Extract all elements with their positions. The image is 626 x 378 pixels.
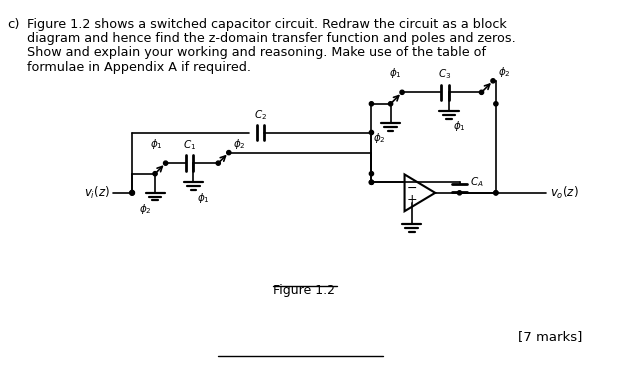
Circle shape	[369, 180, 374, 184]
Text: $C_3$: $C_3$	[438, 67, 452, 81]
Circle shape	[458, 191, 461, 195]
Text: $v_i(z)$: $v_i(z)$	[85, 185, 110, 201]
Circle shape	[216, 161, 220, 165]
Text: Figure 1.2: Figure 1.2	[274, 284, 336, 297]
Circle shape	[389, 102, 393, 106]
Circle shape	[480, 90, 484, 94]
Circle shape	[369, 130, 374, 135]
Circle shape	[369, 172, 374, 176]
Circle shape	[163, 161, 168, 165]
Text: $\phi_1$: $\phi_1$	[197, 191, 209, 205]
Circle shape	[153, 172, 157, 176]
Text: $\phi_2$: $\phi_2$	[139, 202, 152, 216]
Circle shape	[369, 180, 374, 184]
Circle shape	[491, 79, 495, 83]
Text: $\phi_1$: $\phi_1$	[389, 66, 402, 80]
Circle shape	[227, 150, 231, 155]
Text: $\phi_1$: $\phi_1$	[150, 137, 163, 151]
Circle shape	[494, 191, 498, 195]
Circle shape	[130, 191, 135, 195]
Text: $\phi_1$: $\phi_1$	[453, 119, 466, 133]
Text: $C_2$: $C_2$	[254, 108, 267, 122]
Text: $C_1$: $C_1$	[183, 138, 196, 152]
Text: [7 marks]: [7 marks]	[518, 330, 582, 343]
Text: c): c)	[8, 18, 20, 31]
Text: $C_A$: $C_A$	[470, 175, 484, 189]
Text: Figure 1.2 shows a switched capacitor circuit. Redraw the circuit as a block: Figure 1.2 shows a switched capacitor ci…	[27, 18, 506, 31]
Text: $+$: $+$	[406, 193, 417, 206]
Text: $\phi_2$: $\phi_2$	[233, 137, 245, 151]
Text: $\phi_2$: $\phi_2$	[372, 131, 386, 145]
Text: $-$: $-$	[406, 181, 417, 194]
Text: $\phi_2$: $\phi_2$	[498, 65, 511, 79]
Text: $v_o(z)$: $v_o(z)$	[550, 185, 579, 201]
Circle shape	[130, 191, 134, 195]
Circle shape	[369, 102, 374, 106]
Circle shape	[494, 191, 498, 195]
Text: Show and explain your working and reasoning. Make use of the table of: Show and explain your working and reason…	[27, 46, 486, 59]
Circle shape	[494, 102, 498, 106]
Circle shape	[400, 90, 404, 94]
Text: diagram and hence find the z-domain transfer function and poles and zeros.: diagram and hence find the z-domain tran…	[27, 32, 516, 45]
Text: formulae in Appendix A if required.: formulae in Appendix A if required.	[27, 61, 251, 74]
